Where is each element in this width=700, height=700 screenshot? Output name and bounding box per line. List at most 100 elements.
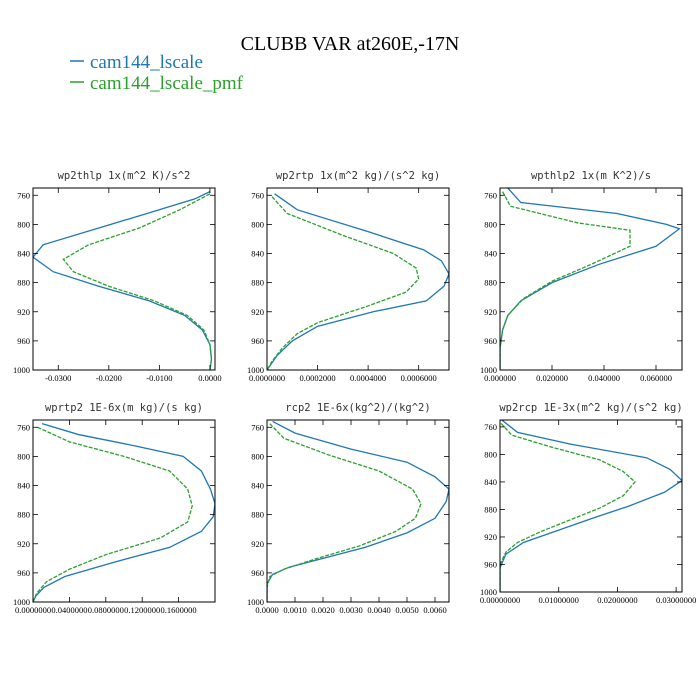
x-tick-label: -0.0100 [146, 373, 172, 383]
x-tick-label: 0.0000000 [15, 605, 51, 615]
series-group [33, 423, 215, 602]
panel-title: wp2rcp 1E-3x(m^2 kg)/(s^2 kg) [499, 402, 682, 414]
y-tick-label: 840 [484, 249, 497, 259]
x-tick-label: 0.0010 [283, 605, 306, 615]
series-line-cam144-lscale-pmf [33, 426, 193, 602]
y-tick-label: 840 [17, 249, 30, 259]
x-tick-label: 0.0000 [255, 605, 278, 615]
y-tick-label: 760 [251, 190, 264, 200]
y-tick-label: 880 [17, 278, 30, 288]
x-tick-label: 0.00000000 [480, 595, 520, 605]
y-tick-label: 1000 [480, 587, 497, 597]
x-tick-label: 0.0020 [311, 605, 334, 615]
x-tick-label: 0.0000000 [249, 373, 285, 383]
figure-title: CLUBB VAR at260E,-17N [241, 33, 460, 55]
x-tick-label: 0.02000000 [597, 595, 637, 605]
y-tick-label: 960 [17, 336, 30, 346]
series-line-cam144-lscale [267, 193, 449, 370]
y-tick-label: 840 [484, 477, 497, 487]
y-tick-label: 920 [484, 532, 497, 542]
y-tick-label: 1000 [13, 597, 30, 607]
y-tick-label: 880 [251, 510, 264, 520]
x-tick-label: 0.0060 [423, 605, 446, 615]
y-tick-label: 840 [251, 481, 264, 491]
panel-title: wp2rtp 1x(m^2 kg)/(s^2 kg) [276, 170, 440, 182]
x-tick-label: 0.0040 [367, 605, 390, 615]
y-tick-label: 800 [251, 451, 264, 461]
y-tick-label: 880 [484, 504, 497, 514]
y-tick-label: 1000 [247, 597, 264, 607]
series-line-cam144-lscale [500, 188, 681, 370]
x-tick-label: 0.1600000 [161, 605, 197, 615]
y-tick-label: 800 [484, 219, 497, 229]
plot-frame [32, 187, 216, 371]
x-tick-label: 0.1200000 [124, 605, 160, 615]
x-tick-label: 0.020000 [536, 373, 568, 383]
y-tick-label: 760 [17, 190, 30, 200]
y-tick-label: 840 [17, 481, 30, 491]
series-line-cam144-lscale-pmf [267, 423, 422, 602]
x-tick-label: 0.000000 [484, 373, 516, 383]
plot-frame [266, 419, 450, 603]
panel-5: rcp2 1E-6x(kg^2)/(kg^2) 760 800 840 880 920 96… [247, 402, 450, 615]
panel-2: wp2rtp 1x(m^2 kg)/(s^2 kg) 760 800 840 880 92… [247, 170, 450, 383]
y-tick-label: 1000 [13, 365, 30, 375]
panel-title: rcp2 1E-6x(kg^2)/(kg^2) [285, 402, 430, 414]
y-tick-label: 880 [484, 278, 497, 288]
panel-title: wprtp2 1E-6x(m kg)/(s kg) [45, 402, 203, 414]
legend-label-cam144-lscale: cam144_lscale [90, 52, 203, 73]
panel-title: wp2thlp 1x(m^2 K)/s^2 [58, 170, 191, 182]
y-tick-label: 880 [251, 278, 264, 288]
plot-frame [499, 187, 683, 371]
x-tick-label: 0.0400000 [51, 605, 87, 615]
x-tick-label: 0.040000 [588, 373, 620, 383]
y-tick-label: 800 [484, 449, 497, 459]
series-group [33, 191, 213, 370]
series-line-cam144-lscale [500, 420, 682, 592]
series-line-cam144-lscale-pmf [267, 196, 420, 370]
plot-frame [32, 419, 216, 603]
y-tick-label: 960 [251, 568, 264, 578]
y-tick-label: 1000 [480, 365, 497, 375]
panel-1: wp2thlp 1x(m^2 K)/s^2 760 800 840 880 920 960 1… [13, 170, 222, 383]
y-tick-label: 960 [484, 336, 497, 346]
y-tick-label: 960 [17, 568, 30, 578]
y-tick-label: 760 [484, 190, 497, 200]
y-tick-label: 920 [251, 307, 264, 317]
series-group [500, 188, 681, 370]
y-tick-label: 840 [251, 249, 264, 259]
x-tick-label: 0.0000 [198, 373, 221, 383]
legend: cam144_lscale cam144_lscale_pmf [70, 52, 244, 94]
x-tick-label: 0.0030 [339, 605, 362, 615]
panel-title: wpthlp2 1x(m K^2)/s [531, 170, 651, 182]
y-tick-label: 760 [17, 422, 30, 432]
y-tick-label: 800 [17, 451, 30, 461]
y-tick-label: 920 [17, 307, 30, 317]
y-tick-label: 760 [484, 422, 497, 432]
y-tick-label: 960 [484, 559, 497, 569]
series-line-cam144-lscale [33, 191, 213, 370]
x-tick-label: 0.0004000 [350, 373, 386, 383]
x-tick-label: 0.0006000 [401, 373, 437, 383]
y-tick-label: 1000 [247, 365, 264, 375]
x-tick-label: 0.03000000 [656, 595, 696, 605]
y-tick-label: 800 [17, 219, 30, 229]
y-tick-label: 960 [251, 336, 264, 346]
y-tick-label: 920 [17, 539, 30, 549]
legend-label-cam144-lscale-pmf: cam144_lscale_pmf [90, 73, 244, 94]
y-tick-label: 760 [251, 422, 264, 432]
x-tick-label: 0.0002000 [299, 373, 335, 383]
panels: wp2thlp 1x(m^2 K)/s^2 760 800 840 880 920 960 1… [13, 170, 696, 615]
panel-4: wprtp2 1E-6x(m kg)/(s kg) 760 800 840 880 920… [13, 402, 216, 615]
x-tick-label: -0.0200 [96, 373, 122, 383]
y-tick-label: 920 [484, 307, 497, 317]
series-group [500, 420, 682, 592]
plot-frame [499, 419, 683, 593]
x-tick-label: 0.01000000 [539, 595, 579, 605]
series-line-cam144-lscale-pmf [500, 423, 636, 592]
x-tick-label: 0.0050 [395, 605, 418, 615]
y-tick-label: 800 [251, 219, 264, 229]
series-line-cam144-lscale-pmf [500, 191, 631, 370]
x-tick-label: -0.0300 [45, 373, 71, 383]
y-tick-label: 920 [251, 539, 264, 549]
